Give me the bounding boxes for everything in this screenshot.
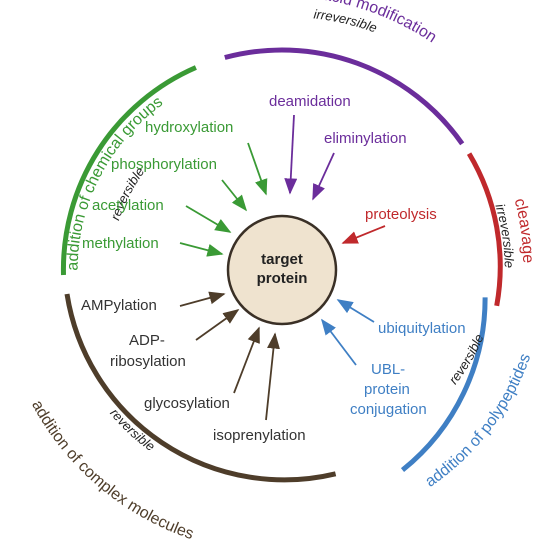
label-eliminylation: eliminylation bbox=[324, 130, 407, 147]
target-protein-circle bbox=[226, 214, 338, 326]
arrow-acetylation bbox=[185, 205, 232, 233]
center-label-line1: target bbox=[261, 251, 303, 268]
label-glycosylation: glycosylation bbox=[144, 395, 230, 412]
arrow-adp-ribosylation bbox=[195, 309, 240, 341]
label-adp-line2: ribosylation bbox=[110, 353, 186, 370]
label-hydroxylation: hydroxylation bbox=[145, 119, 233, 136]
group-title-polypeptides: addition of polypeptides bbox=[422, 351, 534, 490]
arrow-deamidation bbox=[284, 114, 298, 195]
arrow-isoprenylation bbox=[265, 332, 280, 421]
group-sub-polypeptides: reversible bbox=[446, 332, 487, 387]
arc-chemical-groups bbox=[60, 65, 197, 276]
label-acetylation: acetylation bbox=[92, 197, 164, 214]
arrow-eliminylation bbox=[312, 152, 335, 201]
label-adp-line1: ADP- bbox=[129, 332, 165, 349]
arc-polypeptides bbox=[400, 297, 488, 473]
arrow-methylation bbox=[179, 242, 224, 257]
label-ubl-line2: protein bbox=[364, 381, 410, 398]
label-phosphorylation: phosphorylation bbox=[111, 156, 217, 173]
arrow-hydroxylation bbox=[247, 142, 268, 196]
label-deamidation: deamidation bbox=[269, 93, 351, 110]
arrow-ubiquitylation bbox=[336, 299, 375, 323]
arc-amino-acid-modification bbox=[224, 47, 465, 146]
arrow-ampylation bbox=[179, 291, 226, 307]
arrow-glycosylation bbox=[233, 326, 260, 394]
label-ubl-line3: conjugation bbox=[350, 401, 427, 418]
arrow-ubl-conjugation bbox=[321, 318, 357, 366]
arc-cleavage bbox=[466, 152, 503, 307]
label-ubl-line1: UBL- bbox=[371, 361, 405, 378]
arrow-phosphorylation bbox=[221, 179, 248, 212]
arc-complex-molecules bbox=[64, 293, 337, 483]
label-proteolysis: proteolysis bbox=[365, 206, 437, 223]
group-sub-complex: reversible bbox=[107, 405, 158, 454]
arrow-proteolysis bbox=[341, 225, 386, 244]
label-methylation: methylation bbox=[82, 235, 159, 252]
label-ampylation: AMPylation bbox=[81, 297, 157, 314]
label-ubiquitylation: ubiquitylation bbox=[378, 320, 466, 337]
center-label-line2: protein bbox=[257, 270, 308, 287]
label-isoprenylation: isoprenylation bbox=[213, 427, 306, 444]
